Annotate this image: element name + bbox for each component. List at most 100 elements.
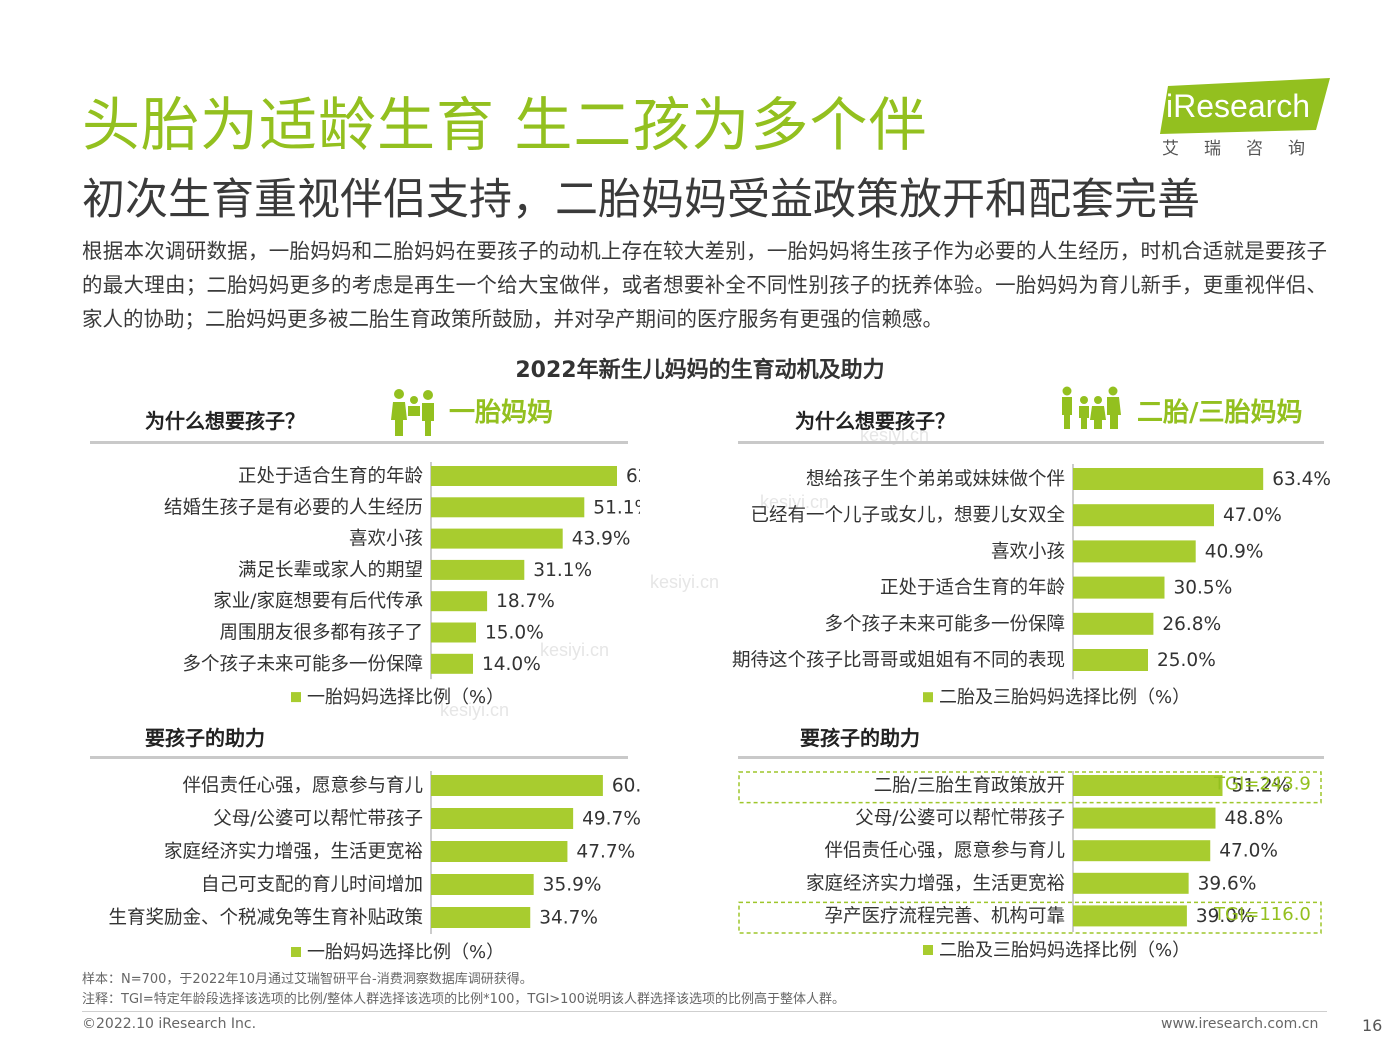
section-head-help-right: 要孩子的助力 [800, 726, 920, 750]
footer-sample-note: 样本：N=700，于2022年10月通过艾瑞智研平台-消费洞察数据库调研获得。 [82, 972, 533, 987]
category-label: 期待这个孩子比哥哥或姐姐有不同的表现 [732, 650, 1065, 671]
bar [1073, 905, 1187, 927]
bar [1073, 775, 1223, 796]
category-label: 父母/公婆可以帮忙带孩子 [855, 808, 1065, 829]
data-label: 48.8% [1224, 808, 1283, 829]
category-label: 家庭经济实力增强，生活更宽裕 [806, 873, 1065, 894]
category-label: 伴侣责任心强，愿意参与育儿 [824, 841, 1065, 862]
mother-child-icon [391, 389, 434, 436]
bar [431, 528, 563, 549]
bar [431, 497, 585, 518]
data-label: 62.0% [626, 466, 640, 487]
watermark: kesiyi.cn [650, 572, 720, 592]
bar [1073, 649, 1148, 671]
persona-first: 一胎妈妈 [449, 398, 554, 428]
category-label: 生育奖励金、个税减免等生育补贴政策 [108, 908, 423, 929]
intro-paragraph: 根据本次调研数据，一胎妈妈和二胎妈妈在要孩子的动机上存在较大差别，一胎妈妈将生孩… [82, 239, 1327, 331]
persona-second: 二胎/三胎妈妈 [1137, 398, 1303, 428]
divider [738, 441, 1324, 444]
logo-cn: 艾瑞咨询 [1162, 139, 1330, 159]
category-label: 喜欢小孩 [349, 529, 423, 550]
bar [431, 559, 525, 580]
category-label: 孕产医疗流程完善、机构可靠 [824, 906, 1065, 927]
section-head-why-right: 为什么想要孩子？ [795, 409, 955, 433]
bar [1073, 612, 1154, 635]
category-label: 满足长辈或家人的期望 [238, 560, 423, 581]
data-label: 18.7% [496, 591, 555, 612]
data-label: 39.6% [1198, 873, 1257, 894]
bar [431, 808, 574, 829]
category-label: 喜欢小孩 [991, 541, 1065, 562]
bar [1073, 807, 1216, 829]
bar [1073, 872, 1189, 894]
data-label: 49.7% [582, 809, 640, 830]
tgi-highlight-box [738, 901, 1322, 934]
data-label: 30.5% [1174, 578, 1233, 599]
category-label: 自己可支配的育儿时间增加 [201, 875, 423, 896]
legend-label: 二胎及三胎妈妈选择比例（%） [939, 687, 1190, 708]
tgi-annotation: TGI=116.0 [1213, 904, 1311, 925]
data-label: 34.7% [539, 908, 598, 929]
divider [90, 756, 628, 759]
bar [431, 874, 534, 895]
data-label: 15.0% [485, 623, 544, 644]
chart-why-second: 想给孩子生个弟弟或妹妹做个伴 63.4% 已经有一个儿子或女儿，想要儿女双全 47.0… [732, 464, 1331, 708]
bar [1073, 840, 1211, 862]
category-label: 已经有一个儿子或女儿，想要儿女双全 [750, 505, 1065, 526]
data-label: 25.0% [1157, 650, 1216, 671]
divider [738, 756, 1324, 759]
data-label: 14.0% [482, 654, 541, 675]
category-label: 结婚生孩子是有必要的人生经历 [164, 497, 423, 518]
data-label: 47.7% [576, 842, 635, 863]
legend-swatch [291, 692, 301, 703]
data-label: 40.9% [1205, 541, 1264, 562]
family-icon [1062, 386, 1121, 429]
iresearch-logo: iResearch 艾瑞咨询 [1160, 74, 1330, 160]
data-label: 47.0% [1223, 505, 1282, 526]
data-label: 31.1% [533, 560, 592, 581]
data-label: 39.0% [1196, 906, 1255, 927]
tgi-highlight-box [738, 771, 1322, 804]
page-number: 16 [1362, 1016, 1383, 1035]
footer-copyright: ©2022.10 iResearch Inc. [82, 1016, 257, 1032]
category-label: 正处于适合生育的年龄 [238, 466, 423, 487]
legend-label: 一胎妈妈选择比例（%） [307, 687, 504, 708]
category-label: 想给孩子生个弟弟或妹妹做个伴 [806, 469, 1065, 490]
category-label: 二胎/三胎生育政策放开 [874, 776, 1065, 797]
category-label: 伴侣责任心强，愿意参与育儿 [182, 776, 423, 797]
legend-label: 二胎及三胎妈妈选择比例（%） [939, 940, 1190, 961]
logo-background [1160, 78, 1330, 134]
bar [431, 907, 531, 928]
bar [1073, 576, 1165, 599]
bar [1073, 540, 1196, 563]
bar [431, 591, 488, 612]
watermark: kesiyi.cn [440, 700, 510, 720]
footer-divider [82, 1011, 1327, 1012]
bar [1073, 468, 1264, 490]
logo-brand: iResearch [1166, 88, 1311, 124]
data-label: 35.9% [543, 875, 602, 896]
category-label: 父母/公婆可以帮忙带孩子 [213, 809, 423, 830]
footer-tgi-note: 注释：TGI=特定年龄段选择该选项的比例/整体人群选择该选项的比例*100，TG… [82, 992, 845, 1007]
section-head-why-left: 为什么想要孩子？ [145, 409, 305, 433]
bar [431, 466, 617, 486]
data-label: 63.4% [1272, 469, 1331, 490]
legend-swatch [923, 692, 933, 703]
page-subtitle: 初次生育重视伴侣支持，二胎妈妈受益政策放开和配套完善 [82, 175, 1200, 225]
category-label: 周围朋友很多都有孩子了 [219, 623, 423, 644]
chart-help-first: 伴侣责任心强，愿意参与育儿 60.1% 父母/公婆可以帮忙带孩子 49.7% 家庭经济实… [108, 771, 640, 963]
data-label: 60.1% [612, 776, 640, 797]
legend-label: 一胎妈妈选择比例（%） [307, 942, 504, 963]
legend-swatch [291, 947, 301, 957]
category-label: 多个孩子未来可能多一份保障 [182, 654, 423, 675]
section-head-help-left: 要孩子的助力 [145, 726, 265, 750]
chart-title: 2022年新生儿妈妈的生育动机及助力 [515, 358, 885, 383]
divider [90, 441, 628, 444]
bar [431, 653, 473, 674]
data-label: 51.1% [593, 497, 640, 518]
bar [1073, 504, 1214, 527]
legend-swatch [923, 945, 933, 955]
data-label: 26.8% [1162, 614, 1221, 635]
bar [431, 622, 476, 643]
watermark: kesiyi.cn [760, 492, 830, 512]
